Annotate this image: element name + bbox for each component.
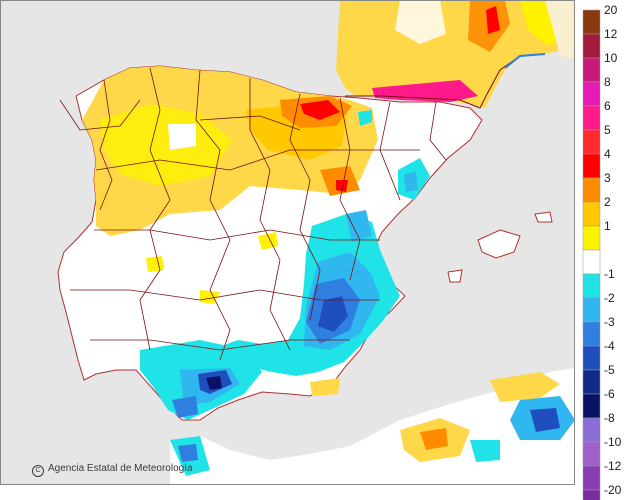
legend-swatch-20	[582, 9, 601, 35]
legend-swatch--20	[582, 489, 601, 500]
legend-label-10: 10	[604, 51, 618, 65]
credit-label: C Agencia Estatal de Meteorología	[32, 463, 193, 477]
legend-swatch--5	[582, 369, 601, 395]
legend-label--4: -4	[604, 339, 615, 353]
legend-label-8: 8	[604, 75, 611, 89]
legend-swatch--8	[582, 417, 601, 443]
legend-label--10: -10	[604, 435, 622, 449]
legend-swatch-2	[582, 201, 601, 227]
balearic-islands	[477, 229, 521, 259]
north-africa-area	[170, 368, 575, 485]
legend-swatch--6	[582, 393, 601, 419]
copyright-icon: C	[32, 465, 44, 477]
legend-label-4: 4	[604, 147, 611, 161]
credit-text: Agencia Estatal de Meteorología	[48, 463, 193, 474]
legend-swatch-8	[582, 81, 601, 107]
legend-label--5: -5	[604, 363, 615, 377]
legend-swatch-4	[582, 153, 601, 179]
legend-label-2: 2	[604, 195, 611, 209]
legend-swatch-zero	[582, 249, 601, 275]
legend-swatch--1	[582, 273, 601, 299]
legend-label-3: 3	[604, 171, 611, 185]
province-borders	[59, 67, 447, 361]
legend-label--3: -3	[604, 315, 615, 329]
legend-label--12: -12	[604, 459, 622, 473]
legend-swatch--10	[582, 441, 601, 467]
legend-swatch-3	[582, 177, 601, 203]
legend-label-5: 5	[604, 123, 611, 137]
legend-label--1: -1	[604, 267, 615, 281]
legend-swatch-5	[582, 129, 601, 155]
legend-swatch-10	[582, 57, 601, 83]
legend-label--20: -20	[604, 483, 622, 497]
legend-swatch--4	[582, 345, 601, 371]
legend-swatch--12	[582, 465, 601, 491]
legend-swatch-6	[582, 105, 601, 131]
legend-label--2: -2	[604, 291, 615, 305]
legend-label-12: 12	[604, 27, 618, 41]
legend-label-6: 6	[604, 99, 611, 113]
legend-label-1: 1	[604, 219, 611, 233]
legend-label--8: -8	[604, 411, 615, 425]
legend-swatch-12	[582, 33, 601, 59]
legend-label--6: -6	[604, 387, 615, 401]
legend-swatch--3	[582, 321, 601, 347]
color-legend: 20 12 10 8 6 5 4 3 2 1 -1 -2 -3 -4 -5 -6 -8 -10 -12 -20	[582, 3, 622, 500]
legend-swatch--2	[582, 297, 601, 323]
legend-swatch-1	[582, 225, 601, 251]
legend-label-20: 20	[604, 3, 618, 17]
